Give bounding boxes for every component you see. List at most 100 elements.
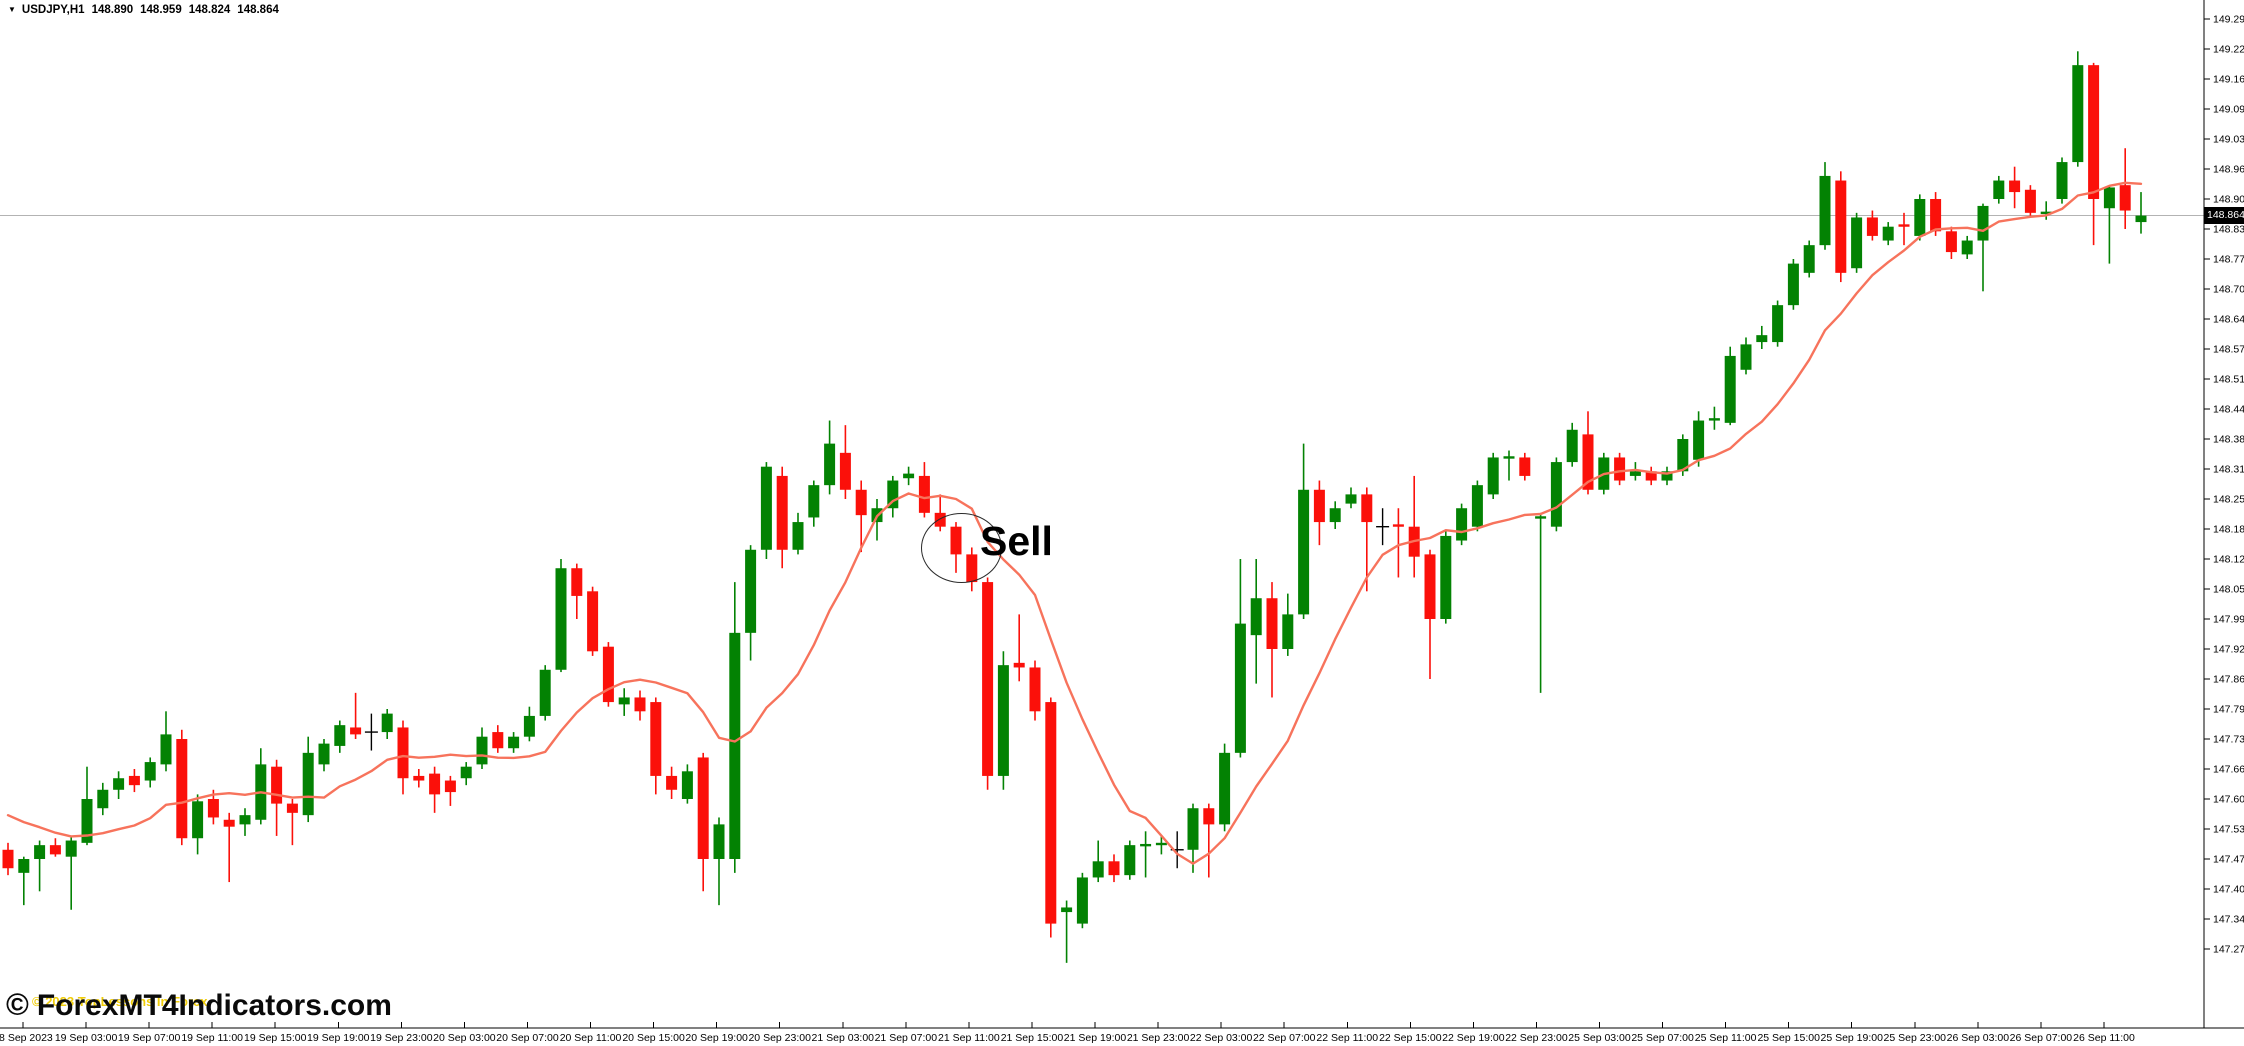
candle-body: [1629, 471, 1641, 476]
candle-body: [2119, 185, 2131, 211]
candle-body: [729, 632, 741, 859]
copyright-icon: ©: [6, 987, 29, 1022]
price-axis-label: 147.600: [2213, 794, 2244, 806]
candle-body: [429, 773, 441, 795]
time-axis-label: 20 Sep 23:00: [748, 1032, 811, 1044]
candle-body: [587, 591, 599, 652]
ohlc-header: ▼ USDJPY,H1 148.890 148.959 148.824 148.864: [8, 4, 279, 16]
price-axis-label: 147.795: [2213, 704, 2244, 716]
candle-body: [460, 766, 472, 779]
candle-body: [1029, 667, 1041, 712]
candle-body: [1392, 524, 1404, 527]
candle-body: [2040, 211, 2052, 215]
candle-body: [97, 789, 109, 809]
time-axis-label: 22 Sep 07:00: [1253, 1032, 1316, 1044]
time-axis-label: 21 Sep 19:00: [1064, 1032, 1127, 1044]
candle-body: [1219, 752, 1231, 825]
price-axis-label: 149.095: [2213, 104, 2244, 116]
price-axis-label: 147.470: [2213, 854, 2244, 866]
collapse-chart-icon[interactable]: ▼: [8, 5, 16, 14]
candle-body: [144, 762, 156, 781]
candle-body: [2135, 215, 2147, 223]
price-axis-label: 147.340: [2213, 914, 2244, 926]
candle-body: [1661, 471, 1673, 481]
candle-body: [1361, 494, 1373, 523]
candle-body: [1345, 494, 1357, 504]
candle-body: [271, 766, 283, 804]
time-axis-label: 19 Sep 11:00: [181, 1032, 243, 1044]
candle-body: [1298, 489, 1310, 615]
candle-body: [397, 727, 409, 779]
candle-body: [1614, 457, 1626, 481]
candle-body: [697, 757, 709, 859]
time-axis-label: 25 Sep 15:00: [1757, 1032, 1820, 1044]
high-value: 148.959: [140, 4, 182, 16]
price-axis-label: 148.770: [2213, 254, 2244, 266]
candle-body: [1961, 240, 1973, 255]
time-axis-label: 21 Sep 11:00: [938, 1032, 1000, 1044]
candle-body: [302, 752, 314, 816]
candle-body: [713, 824, 725, 859]
candle-body: [760, 466, 772, 550]
low-value: 148.824: [188, 4, 231, 16]
candle-body: [839, 452, 851, 490]
candle-body: [1882, 226, 1894, 241]
candle-body: [776, 475, 788, 550]
candle-body: [1898, 224, 1910, 227]
candle-body: [1061, 907, 1073, 913]
time-axis-label: 22 Sep 15:00: [1379, 1032, 1442, 1044]
open-value: 148.890: [91, 4, 134, 16]
price-axis-label: 147.535: [2213, 824, 2244, 836]
candle-body: [745, 549, 757, 633]
candle-body: [2103, 187, 2115, 209]
time-axis-label: 21 Sep 15:00: [1001, 1032, 1064, 1044]
candle-body: [1819, 175, 1831, 246]
price-axis-label: 147.860: [2213, 674, 2244, 686]
candle-body: [65, 840, 77, 857]
candle-body: [1772, 305, 1784, 343]
candle-body: [1945, 231, 1957, 253]
time-axis-label: 20 Sep 03:00: [433, 1032, 496, 1044]
candle-body: [1440, 535, 1452, 619]
candle-body: [555, 568, 567, 670]
candle-body: [1866, 217, 1878, 236]
candle-body: [1250, 598, 1262, 636]
price-axis-label: 149.290: [2213, 14, 2244, 26]
candle-body: [1550, 462, 1562, 527]
time-axis-label: 20 Sep 15:00: [622, 1032, 685, 1044]
time-axis-label: 25 Sep 23:00: [1884, 1032, 1947, 1044]
candle-body: [982, 582, 994, 776]
price-axis-label: 147.405: [2213, 884, 2244, 896]
candle-body: [1108, 861, 1120, 876]
candle-body: [792, 522, 804, 550]
candle-body: [1487, 457, 1499, 495]
candle-body: [1582, 434, 1594, 490]
price-axis-label: 149.030: [2213, 134, 2244, 146]
price-axis-label: 148.445: [2213, 404, 2244, 416]
time-axis-label: 19 Sep 23:00: [370, 1032, 433, 1044]
candle-body: [2056, 162, 2068, 199]
candle-body: [1835, 180, 1847, 273]
candle-body: [1076, 877, 1088, 924]
price-axis-label: 148.250: [2213, 494, 2244, 506]
candle-body: [128, 775, 140, 786]
time-axis-label: 19 Sep 19:00: [307, 1032, 370, 1044]
candle-body: [571, 568, 583, 596]
time-axis-label: 21 Sep 07:00: [875, 1032, 938, 1044]
symbol-timeframe-label: USDJPY,H1: [21, 4, 85, 16]
candle-body: [681, 771, 693, 799]
candle-body: [824, 443, 836, 486]
candle-body: [1234, 623, 1246, 753]
candle-body: [1787, 263, 1799, 306]
candle-body: [903, 473, 915, 479]
candle-body: [855, 489, 867, 516]
watermark-sub-text: © 2023 TopLessons In Forex: [32, 994, 208, 1009]
candle-body: [81, 798, 93, 843]
candle-body: [1203, 808, 1215, 825]
price-axis-label: 148.640: [2213, 314, 2244, 326]
candle-body: [1930, 199, 1942, 232]
current-price-box: 148.864: [2204, 207, 2244, 224]
candle-body: [2, 849, 14, 869]
candle-body: [650, 702, 662, 776]
